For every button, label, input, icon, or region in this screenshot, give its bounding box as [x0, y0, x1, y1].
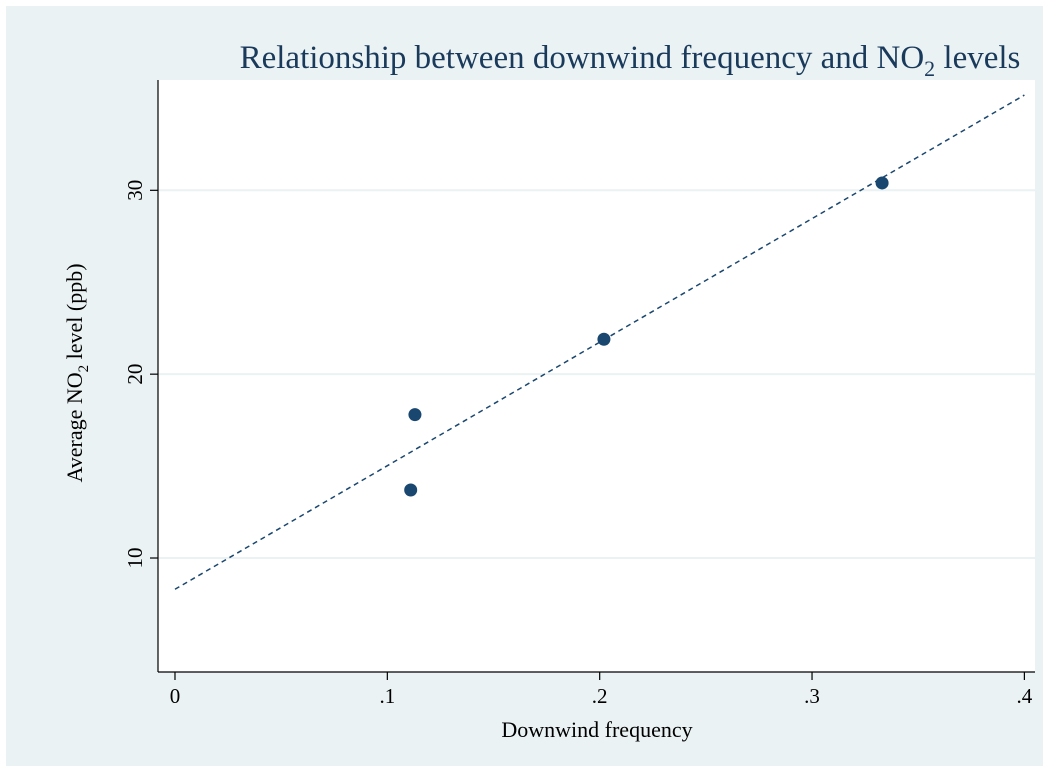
ylabel-subscript: 2 — [76, 365, 92, 373]
data-point-1 — [404, 483, 418, 497]
data-point-2 — [408, 408, 422, 422]
data-point-3 — [597, 332, 611, 346]
x-ticks: 0 .1 .2 .3 .4 — [170, 672, 1033, 708]
x-tick-label-.3: .3 — [804, 684, 820, 708]
x-tick-label-.2: .2 — [592, 684, 608, 708]
axes — [157, 80, 1035, 673]
data-points — [404, 176, 889, 497]
ylabel-suffix: level (ppb) — [62, 263, 87, 364]
x-tick-label-.1: .1 — [379, 684, 395, 708]
chart-title: Relationship between downwind frequency … — [240, 40, 1021, 81]
title-suffix: levels — [935, 40, 1020, 76]
fit-line — [174, 94, 1025, 590]
grid-lines — [158, 189, 1035, 560]
data-point-4 — [875, 176, 889, 190]
title-prefix: Relationship between downwind frequency … — [240, 40, 925, 76]
ylabel-prefix: Average NO — [62, 372, 87, 482]
x-axis-label: Downwind frequency — [501, 717, 692, 742]
y-ticks: 10 20 30 — [123, 180, 158, 569]
fit-line-layer — [174, 94, 1025, 590]
title-subscript: 2 — [924, 56, 935, 81]
y-tick-label-30: 30 — [123, 180, 147, 201]
y-axis-label: Average NO2 level (ppb) — [62, 263, 92, 482]
y-tick-label-10: 10 — [123, 548, 147, 569]
x-tick-label-0: 0 — [170, 684, 181, 708]
x-tick-label-.4: .4 — [1017, 684, 1033, 708]
plot-area — [158, 80, 1035, 672]
y-tick-label-20: 20 — [123, 364, 147, 385]
